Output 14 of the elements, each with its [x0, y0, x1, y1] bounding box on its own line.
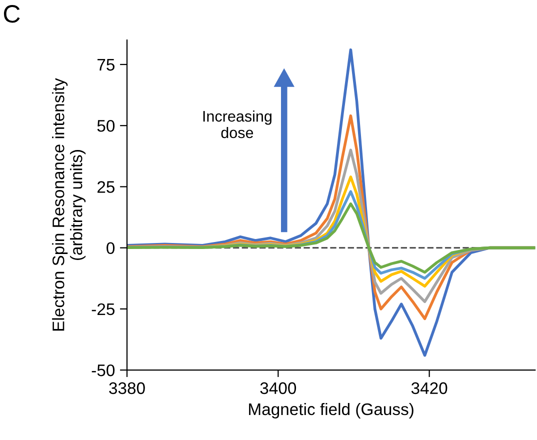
y-tick-label: -25 [92, 303, 114, 316]
x-tick-label: 3420 [411, 382, 448, 394]
x-tick-label: 3400 [260, 382, 296, 394]
x-tick-label: 3380 [109, 382, 145, 394]
y-tick-label: 50 [97, 120, 115, 132]
x-axis-title: Magnetic field (Gauss) [249, 402, 414, 418]
line-series [127, 202, 536, 274]
y-tick-label: 75 [98, 59, 114, 71]
y-tick-label: -50 [92, 364, 115, 376]
chart-title: C [4, 5, 20, 23]
y-tick-label: 25 [97, 181, 114, 193]
y-tick-label: 0 [106, 242, 115, 254]
y-axis-title: Electron Spin Resonance intensity (arbitrary units) [52, 78, 86, 331]
annotation: Increasing dose [203, 110, 272, 138]
